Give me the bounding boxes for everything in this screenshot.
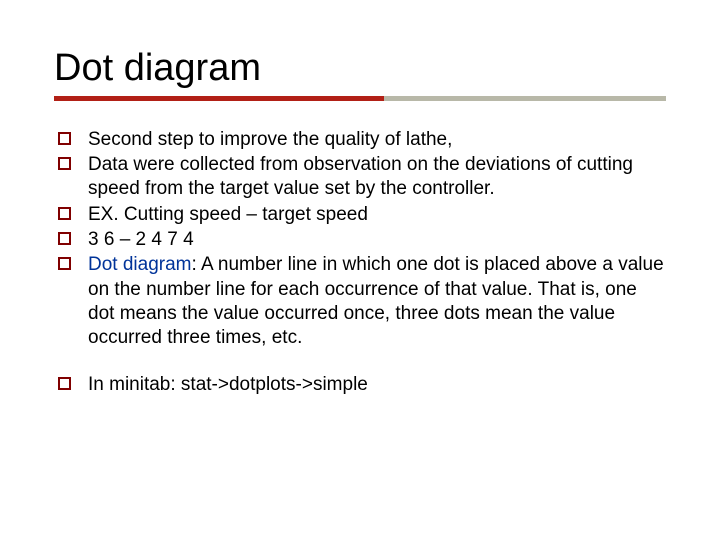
list-item: In minitab: stat->dotplots->simple (54, 373, 666, 397)
square-bullet-icon (58, 257, 71, 270)
square-bullet-icon (58, 207, 71, 220)
square-bullet-icon (58, 157, 71, 170)
square-bullet-icon (58, 132, 71, 145)
bullet-text: EX. Cutting speed – target speed (88, 204, 368, 225)
list-item: EX. Cutting speed – target speed (54, 203, 666, 227)
underline-gray (384, 96, 666, 101)
slide-title: Dot diagram (54, 48, 666, 90)
list-item: Second step to improve the quality of la… (54, 128, 666, 152)
list-item: Data were collected from observation on … (54, 153, 666, 202)
slide: Dot diagram Second step to improve the q… (0, 0, 720, 540)
square-bullet-icon (58, 232, 71, 245)
bullet-text: Data were collected from observation on … (88, 154, 633, 199)
list-item: 3 6 – 2 4 7 4 (54, 228, 666, 252)
bullet-accent-lead: Dot diagram (88, 254, 192, 275)
title-underline (54, 96, 666, 104)
bullet-text: Second step to improve the quality of la… (88, 129, 452, 150)
list-item: Dot diagram: A number line in which one … (54, 253, 666, 350)
square-bullet-icon (58, 377, 71, 390)
bullet-text: 3 6 – 2 4 7 4 (88, 229, 194, 250)
bullet-list-main: Second step to improve the quality of la… (54, 128, 666, 351)
underline-red (54, 96, 384, 101)
bullet-list-secondary: In minitab: stat->dotplots->simple (54, 373, 666, 397)
bullet-text: In minitab: stat->dotplots->simple (88, 374, 368, 395)
